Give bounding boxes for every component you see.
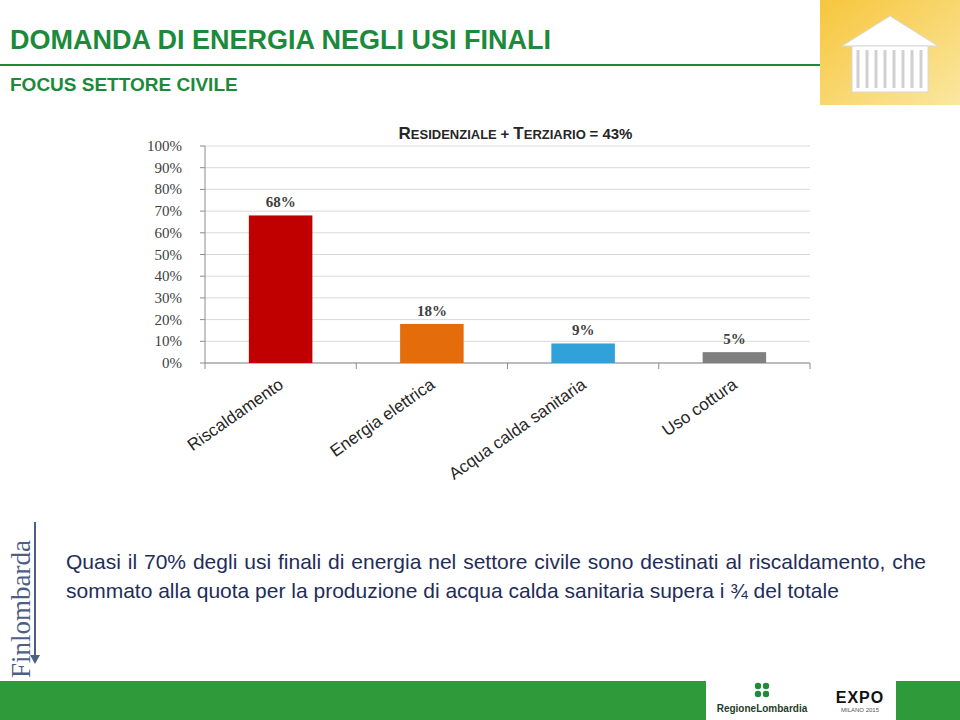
y-tick-label: 10% bbox=[155, 333, 183, 349]
bar bbox=[551, 343, 615, 363]
y-tick bbox=[200, 341, 205, 342]
y-tick-label: 0% bbox=[162, 355, 182, 371]
x-tick-label: Energia elettrica bbox=[327, 374, 439, 460]
y-tick-label: 80% bbox=[155, 181, 183, 197]
data-label: 18% bbox=[417, 303, 447, 319]
x-category-tick bbox=[205, 363, 206, 369]
grid-line bbox=[205, 189, 810, 190]
header-rule bbox=[0, 64, 820, 66]
chart-title-part: R bbox=[399, 124, 411, 143]
page-subtitle: FOCUS SETTORE CIVILE bbox=[10, 74, 238, 95]
grid-line bbox=[205, 167, 810, 168]
caption: Quasi il 70% degli usi finali di energia… bbox=[66, 547, 926, 605]
y-tick-label: 50% bbox=[155, 247, 183, 263]
y-tick bbox=[200, 276, 205, 277]
slide: DOMANDA DI ENERGIA NEGLI USI FINALI FOCUS… bbox=[0, 0, 960, 720]
x-tick-label: Riscaldamento bbox=[184, 375, 287, 455]
y-tick-label: 90% bbox=[155, 160, 183, 176]
expo-logo-subtext: MILANO 2015 bbox=[841, 707, 880, 713]
x-tick-label: Acqua calda sanitaria bbox=[445, 374, 589, 483]
footer-logo-panel bbox=[706, 676, 896, 720]
data-label: 5% bbox=[723, 331, 746, 347]
emblem-dot bbox=[755, 691, 761, 697]
y-tick bbox=[200, 146, 205, 147]
logo-rule bbox=[34, 522, 36, 660]
house-roof bbox=[842, 16, 938, 46]
picture-background bbox=[820, 0, 960, 105]
radiator-fin bbox=[902, 50, 905, 88]
radiator-fin bbox=[893, 50, 896, 88]
y-tick-label: 70% bbox=[155, 203, 183, 219]
y-tick-label: 20% bbox=[155, 312, 183, 328]
y-axis bbox=[205, 146, 206, 363]
bars bbox=[249, 215, 766, 363]
grid-line bbox=[205, 211, 810, 212]
house-body bbox=[852, 46, 928, 92]
bar bbox=[703, 352, 767, 363]
y-tick-label: 30% bbox=[155, 290, 183, 306]
radiator-fin bbox=[884, 50, 887, 88]
y-tick bbox=[200, 254, 205, 255]
emblem-dot bbox=[763, 683, 769, 689]
y-tick bbox=[200, 297, 205, 298]
x-category-tick bbox=[356, 363, 357, 369]
y-tick-label: 40% bbox=[155, 268, 183, 284]
emblem-dot bbox=[755, 683, 761, 689]
data-label: 68% bbox=[266, 194, 296, 210]
y-tick bbox=[200, 189, 205, 190]
chart-title-part: + bbox=[500, 125, 513, 142]
chart: 0% 10% 20% 30% 40% 50% 60% 70% 80% 90% 100% RESIDEN… bbox=[147, 124, 810, 484]
footer: RegioneLombardia EXPOMILANO 2015 bbox=[0, 676, 960, 720]
y-tick bbox=[200, 211, 205, 212]
logo-arrow bbox=[30, 655, 40, 664]
radiator-fin bbox=[875, 50, 878, 88]
y-tick bbox=[200, 232, 205, 233]
emblem-dot bbox=[763, 691, 769, 697]
expo-logo-text: EXPO bbox=[836, 689, 884, 706]
grid-line bbox=[205, 146, 810, 147]
y-tick-label: 60% bbox=[155, 225, 183, 241]
radiator-fin bbox=[920, 50, 923, 88]
radiator-fin bbox=[911, 50, 914, 88]
x-category-tick bbox=[658, 363, 659, 369]
bar bbox=[249, 215, 313, 363]
region-logo-text: RegioneLombardia bbox=[717, 703, 808, 714]
radiator-fin bbox=[857, 50, 860, 88]
data-label: 9% bbox=[572, 322, 595, 338]
y-tick-label: 100% bbox=[147, 138, 182, 154]
x-tick-label: Uso cottura bbox=[659, 374, 742, 440]
chart-title-part: ESIDENZIALE bbox=[411, 127, 501, 142]
chart-title-part: = bbox=[589, 125, 602, 142]
chart-title-part: ERZIARIO bbox=[524, 127, 590, 142]
x-category-tick bbox=[810, 363, 811, 369]
chart-title-part: T bbox=[513, 124, 524, 143]
y-tick bbox=[200, 167, 205, 168]
chart-title: RESIDENZIALE + TERZIARIO = 43% bbox=[399, 124, 633, 143]
chart-title-part: 43% bbox=[602, 125, 632, 142]
bar bbox=[400, 324, 464, 363]
y-tick bbox=[200, 319, 205, 320]
x-category-tick bbox=[507, 363, 508, 369]
page-title: DOMANDA DI ENERGIA NEGLI USI FINALI bbox=[10, 25, 551, 55]
region-emblem bbox=[755, 683, 769, 697]
radiator-fin bbox=[866, 50, 869, 88]
finlombarda-logo: Finlombarda bbox=[6, 522, 40, 678]
y-tick bbox=[200, 363, 205, 364]
header-picture bbox=[820, 0, 960, 105]
